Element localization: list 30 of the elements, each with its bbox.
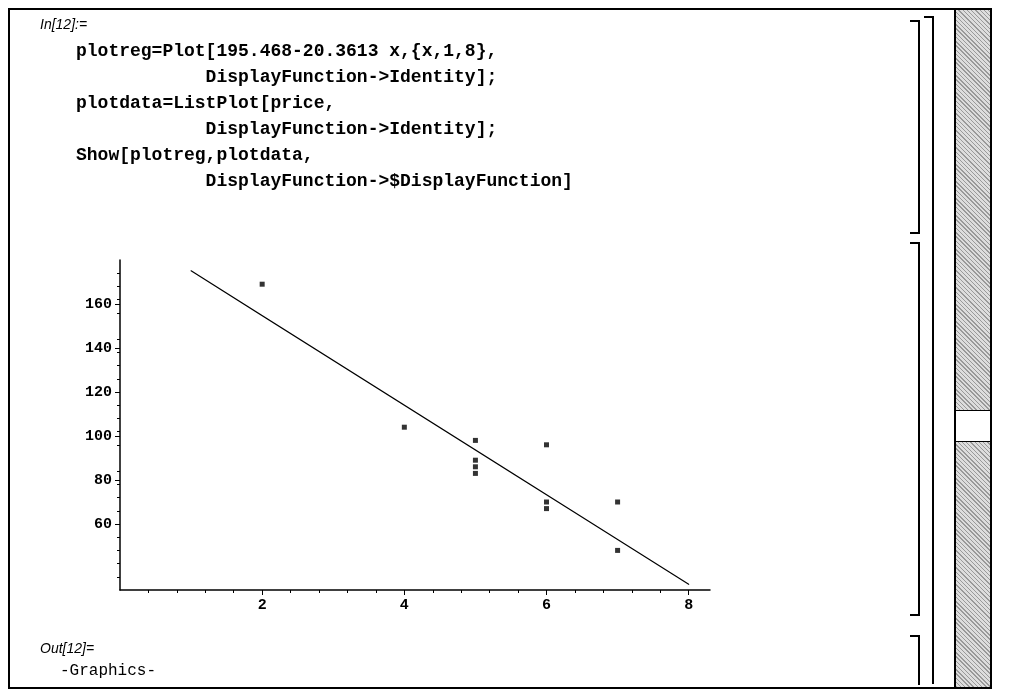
x-tick-label: 6 [542,597,552,614]
y-tick-label: 120 [84,383,112,401]
y-tick-label: 60 [93,515,112,533]
x-tick-label: 8 [684,597,694,614]
point [615,547,621,553]
text: DisplayFunction->Identity]; [204,118,499,141]
y-tick-label: 100 [84,427,112,445]
text: Show[plotreg,plotdata, [76,144,315,167]
y-tick-label: 140 [84,339,112,357]
point [544,506,550,512]
x-tick-label: 2 [257,597,267,614]
text: In[12]:= [40,16,88,32]
text: Out[12]= [40,640,95,656]
point [615,499,621,505]
y-tick-label: 160 [84,295,112,313]
text: plotdata=ListPlot[price, [76,92,337,115]
text: DisplayFunction->$DisplayFunction] [204,170,573,193]
x-tick-label: 4 [399,597,409,614]
point [401,424,407,430]
text: plotreg=Plot[195.468-20.3613 x,{x,1,8}, [76,40,499,63]
point [472,464,478,470]
text: -Graphics- [60,662,157,680]
text: DisplayFunction->Identity]; [204,66,499,89]
point [544,499,550,505]
point [259,281,265,287]
y-tick-label: 80 [93,471,112,489]
point [544,442,550,448]
point [472,437,478,443]
point [472,457,478,463]
point [472,470,478,476]
